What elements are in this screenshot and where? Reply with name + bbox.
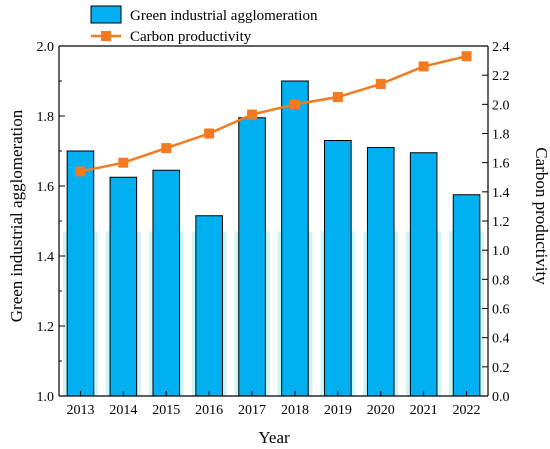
y2-tick-label: 2.2: [492, 69, 510, 84]
line-marker: [75, 166, 86, 177]
x-tick-label: 2013: [66, 403, 94, 418]
bar: [281, 80, 309, 397]
y2-tick-label: 2.4: [492, 40, 510, 55]
y2-tick-label: 0.0: [492, 390, 510, 405]
y2-tick-label: 1.6: [492, 157, 510, 172]
line-marker: [461, 51, 472, 62]
y2-tick-label: 1.0: [492, 244, 510, 259]
x-tick-label: 2016: [195, 403, 223, 418]
line-marker: [161, 143, 172, 154]
x-tick-label: 2020: [367, 403, 395, 418]
y2-tick-label: 0.2: [492, 361, 510, 376]
y2-tick-label: 1.4: [492, 186, 510, 201]
y-tick-label: 1.4: [37, 250, 55, 265]
x-tick-label: 2022: [453, 403, 481, 418]
bar: [452, 194, 481, 397]
bar: [195, 215, 223, 397]
x-tick-label: 2017: [238, 403, 266, 418]
legend: Green industrial agglomeration Carbon pr…: [90, 5, 318, 45]
bar: [409, 152, 438, 397]
bar: [66, 150, 95, 397]
y-tick-label: 1.2: [37, 320, 55, 335]
legend-swatch-green-industrial-agglomeration: [90, 5, 122, 24]
bar: [152, 169, 181, 397]
line-marker: [375, 78, 386, 89]
bar: [366, 147, 395, 397]
bar: [238, 117, 266, 397]
legend-label-carbon-productivity: Carbon productivity: [130, 29, 252, 45]
bar-series: [66, 80, 481, 397]
y-tick-label: 2.0: [37, 40, 55, 55]
line-marker: [418, 61, 429, 72]
line-marker: [118, 157, 129, 168]
y-tick-label: 1.0: [37, 390, 55, 405]
axes: 1.0 1.2 1.4 1.6 1.8 2.0 0.0 0.2 0.4 0.6 0.8 1.0 1.2 1…: [37, 40, 510, 418]
x-tick-label: 2014: [109, 403, 137, 418]
y2-tick-label: 0.4: [492, 332, 510, 347]
y-axis-title: Green industrial agglomeration: [7, 109, 26, 322]
y2-tick-label: 1.8: [492, 128, 510, 143]
y2-tick-label: 1.2: [492, 215, 510, 230]
x-tick-label: 2019: [324, 403, 352, 418]
line-path: [80, 54, 467, 173]
x-tick-label: 2015: [152, 403, 180, 418]
y-tick-label: 1.6: [37, 180, 55, 195]
y2-axis-title: Carbon productivity: [532, 147, 550, 285]
line-marker: [332, 92, 343, 103]
y2-tick-label: 2.0: [492, 98, 510, 113]
line-marker: [247, 109, 258, 120]
line-marker: [204, 128, 215, 139]
y-tick-label: 1.8: [37, 110, 55, 125]
x-tick-label: 2018: [281, 403, 309, 418]
x-tick-label: 2021: [410, 403, 438, 418]
y2-tick-label: 0.6: [492, 303, 510, 318]
bar: [109, 176, 138, 397]
x-axis-title: Year: [258, 428, 290, 447]
legend-swatch-carbon-productivity-marker: [101, 31, 111, 41]
line-marker: [289, 99, 300, 110]
bar: [324, 140, 352, 397]
legend-label-green-industrial-agglomeration: Green industrial agglomeration: [130, 8, 318, 24]
y2-tick-label: 0.8: [492, 273, 510, 288]
line-series: [75, 51, 472, 177]
